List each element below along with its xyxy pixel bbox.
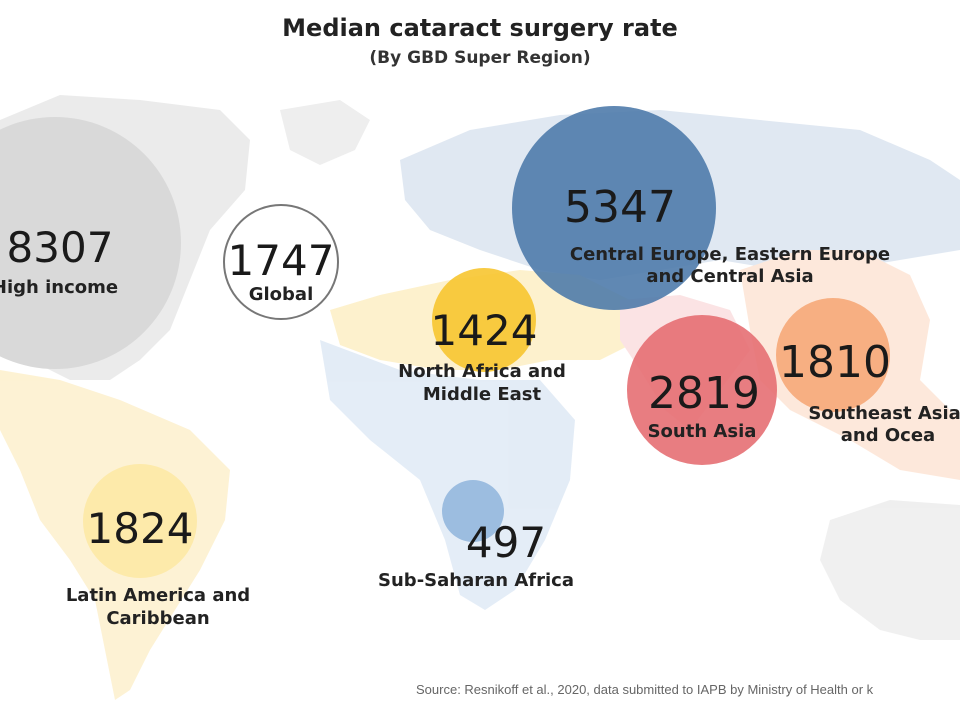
- landmass-greenland: [280, 100, 370, 165]
- region-label-north-africa-and-middle-east: North Africa and: [398, 361, 566, 382]
- landmass-australia: [820, 500, 960, 640]
- region-label-high-income: High income: [0, 277, 118, 298]
- bubble-south-asia: [627, 315, 777, 465]
- bubble-central-europe-eastern-europe-and-central-asia: [512, 106, 716, 310]
- region-label-north-africa-and-middle-east: Middle East: [423, 384, 542, 405]
- region-label-latin-america-and-caribbean: Caribbean: [106, 608, 209, 629]
- region-label-latin-america-and-caribbean: Latin America and: [66, 585, 250, 606]
- region-label-southeast-asia-and-ocea: Southeast Asia,: [808, 403, 960, 424]
- bubble-high-income: [0, 117, 181, 369]
- value-label-southeast-asia-and-ocea: 1810: [779, 337, 891, 388]
- value-label-south-asia: 2819: [648, 368, 760, 419]
- bubble-north-africa-and-middle-east: [432, 268, 536, 372]
- bubble-southeast-asia-and-ocea: [776, 298, 890, 412]
- value-label-high-income: 8307: [7, 223, 114, 272]
- value-label-latin-america-and-caribbean: 1824: [87, 504, 194, 553]
- bubble-layer: [0, 106, 890, 578]
- bubble-global: [223, 204, 339, 320]
- region-label-central-europe-eastern-europe-and-central-asia: Central Europe, Eastern Europe: [570, 244, 890, 265]
- region-label-south-asia: South Asia: [648, 421, 757, 442]
- bubble-latin-america-and-caribbean: [83, 464, 197, 578]
- landmass-sub-saharan-africa: [320, 340, 575, 610]
- value-label-global: 1747: [228, 236, 335, 285]
- chart-subtitle: (By GBD Super Region): [369, 48, 591, 68]
- region-label-global: Global: [249, 284, 314, 305]
- source-note: Source: Resnikoff et al., 2020, data sub…: [416, 682, 874, 697]
- value-label-sub-saharan-africa: 497: [466, 518, 546, 567]
- value-label-central-europe-eastern-europe-and-central-asia: 5347: [564, 182, 676, 233]
- region-label-sub-saharan-africa: Sub-Saharan Africa: [378, 570, 574, 591]
- chart-title: Median cataract surgery rate: [282, 14, 678, 42]
- value-label-north-africa-and-middle-east: 1424: [431, 306, 538, 355]
- region-label-central-europe-eastern-europe-and-central-asia: and Central Asia: [646, 266, 813, 287]
- bubble-sub-saharan-africa: [442, 480, 504, 542]
- region-label-southeast-asia-and-ocea: and Ocea: [841, 425, 935, 446]
